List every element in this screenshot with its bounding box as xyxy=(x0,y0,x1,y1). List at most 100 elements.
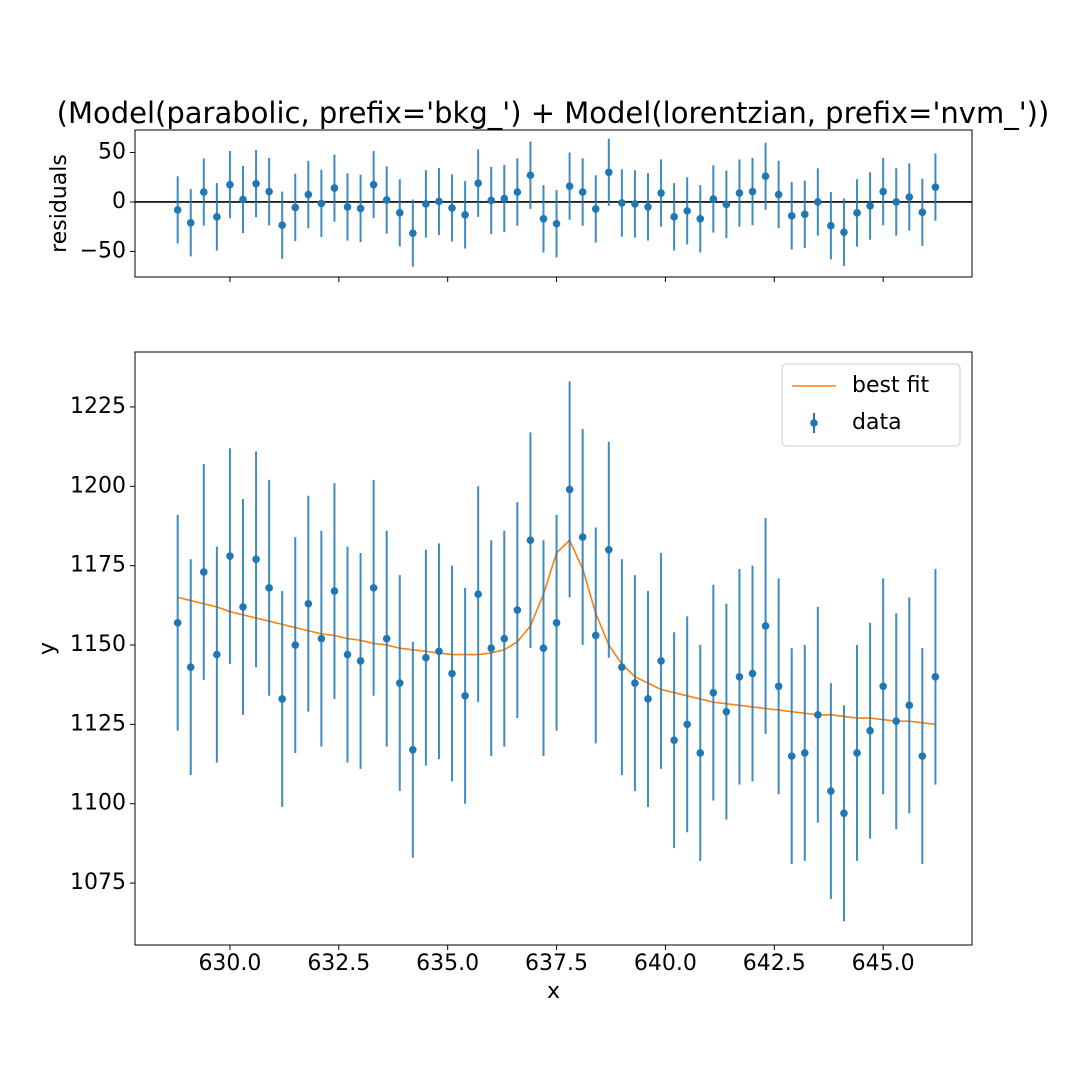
data-point xyxy=(252,555,260,564)
data-point xyxy=(239,195,247,204)
data-point xyxy=(422,653,430,662)
data-point xyxy=(774,190,783,199)
data-point xyxy=(866,726,874,735)
legend-label: data xyxy=(852,410,902,435)
data-point xyxy=(840,809,848,818)
data-point xyxy=(513,188,522,196)
data-point xyxy=(382,196,391,204)
data-point xyxy=(905,701,914,710)
data-point xyxy=(278,221,286,230)
data-point xyxy=(461,211,469,219)
data-point xyxy=(657,189,665,197)
data-point xyxy=(474,590,482,599)
data-point xyxy=(774,682,783,691)
data-point xyxy=(304,599,313,608)
x-tick-label: 632.5 xyxy=(307,951,370,976)
data-point xyxy=(330,587,339,595)
data-point xyxy=(500,194,509,203)
data-point xyxy=(213,650,221,659)
x-tick-label: 645.0 xyxy=(852,951,915,976)
data-point xyxy=(565,182,574,190)
data-point xyxy=(291,641,300,649)
data-point xyxy=(526,536,535,545)
x-tick-label: 635.0 xyxy=(416,951,479,976)
data-point xyxy=(435,197,443,206)
data-point xyxy=(866,202,874,210)
data-point xyxy=(644,203,652,211)
y-tick-label: 1150 xyxy=(70,632,126,657)
data-point xyxy=(918,752,927,760)
data-point xyxy=(578,188,587,196)
data-point xyxy=(683,720,691,729)
data-point xyxy=(696,214,705,223)
data-point xyxy=(409,745,417,754)
data-point xyxy=(827,221,835,230)
data-point xyxy=(709,195,718,203)
data-point xyxy=(931,183,940,191)
chart-title: (Model(parabolic, prefix='bkg_') + Model… xyxy=(57,96,1050,130)
data-point xyxy=(500,634,509,643)
y-tick-label: 1075 xyxy=(70,870,126,895)
data-point xyxy=(735,672,744,681)
data-point xyxy=(395,209,404,217)
data-point xyxy=(814,711,822,719)
data-point xyxy=(448,669,456,678)
data-point xyxy=(422,200,430,208)
data-point xyxy=(722,707,731,716)
data-point xyxy=(369,180,378,189)
data-point xyxy=(265,584,273,592)
data-point xyxy=(905,193,914,201)
data-point xyxy=(800,210,809,219)
data-point xyxy=(618,199,626,207)
data-point xyxy=(814,198,822,206)
axes-frame xyxy=(134,351,973,946)
x-tick-label: 640.0 xyxy=(634,951,697,976)
data-point xyxy=(317,634,326,643)
data-point xyxy=(226,180,234,189)
data-point xyxy=(644,695,652,703)
data-point xyxy=(631,200,639,208)
data-point xyxy=(343,650,352,659)
x-axis-label: x xyxy=(547,979,560,1004)
data-point xyxy=(748,187,757,196)
y-tick-label: 1225 xyxy=(70,394,126,419)
data-point xyxy=(474,179,482,187)
y-axis-label: y xyxy=(35,642,60,655)
data-point xyxy=(200,188,208,196)
data-point xyxy=(787,212,796,220)
legend-box xyxy=(781,363,961,447)
data-point xyxy=(213,213,221,221)
data-point xyxy=(853,749,861,757)
data-point xyxy=(892,717,901,725)
data-point xyxy=(879,682,887,691)
data-point xyxy=(382,634,391,643)
data-point xyxy=(487,644,496,652)
legend-swatch xyxy=(810,419,818,427)
data-point xyxy=(539,644,548,652)
data-point xyxy=(487,196,496,205)
data-point xyxy=(356,204,365,213)
data-point xyxy=(552,618,561,627)
y-tick-label: 1100 xyxy=(70,791,126,816)
data-point xyxy=(461,692,469,700)
data-point xyxy=(670,213,678,221)
data-point xyxy=(879,187,887,196)
data-point xyxy=(435,647,443,656)
data-point xyxy=(800,749,809,757)
data-point xyxy=(578,533,587,541)
data-point xyxy=(317,199,326,208)
data-point xyxy=(252,179,260,188)
data-point xyxy=(565,485,574,494)
data-point xyxy=(265,187,273,196)
data-point xyxy=(200,568,208,576)
data-point xyxy=(670,736,678,745)
data-point xyxy=(409,229,417,237)
data-point xyxy=(722,200,731,209)
data-point xyxy=(369,584,378,592)
data-point xyxy=(657,657,665,665)
data-point xyxy=(618,663,626,672)
data-point xyxy=(278,695,286,703)
y-tick-label: 50 xyxy=(98,139,126,164)
data-point xyxy=(395,679,404,687)
